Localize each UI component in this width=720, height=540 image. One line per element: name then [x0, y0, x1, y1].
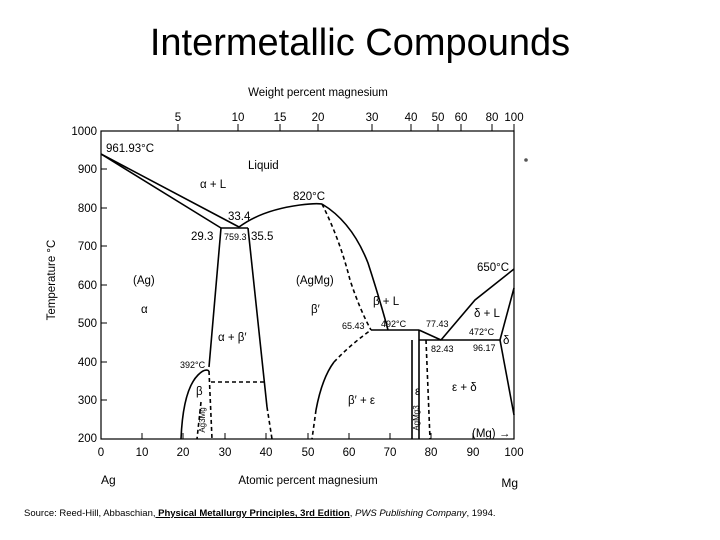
liquidus-delta: [418, 329, 442, 341]
label-beta-epsilon: β′ + ε: [348, 395, 375, 407]
label-mg-melting: 650°C: [477, 262, 509, 274]
left-axis-ticks: [101, 168, 107, 401]
label-eutectic2-temp: 472°C: [469, 327, 495, 337]
bottom-tick-label: 70: [384, 447, 397, 459]
label-eutectic2-right: 96.17: [473, 343, 496, 353]
label-eutectic1-left: 29.3: [191, 231, 213, 243]
top-tick-label: 10: [232, 112, 245, 124]
source-citation: Source: Reed-Hill, Abbaschian, Physical …: [24, 508, 496, 519]
label-peritectic-temp: 492°C: [381, 319, 407, 329]
label-beta-liquid: β + L: [373, 296, 400, 308]
left-tick-label: 400: [78, 357, 97, 369]
liquidus-agmg-left: [238, 202, 323, 228]
left-tick-label: 200: [78, 433, 97, 445]
label-agmg: (AgMg): [296, 275, 334, 287]
left-axis-label: Temperature °C: [46, 240, 58, 321]
label-eutectic2-left: 82.43: [431, 344, 454, 354]
liquidus-agmg-right: [321, 203, 389, 331]
label-peritectic-right: 77.43: [426, 319, 449, 329]
top-tick-label: 5: [175, 112, 181, 124]
solidus-mg: [499, 287, 515, 341]
top-tick-label: 40: [405, 112, 418, 124]
liquidus-mg: [440, 268, 515, 341]
bottom-tick-label: 10: [136, 447, 149, 459]
label-ag-melting: 961.93°C: [106, 143, 154, 155]
left-tick-label: 800: [78, 203, 97, 215]
ag3mg-dashed: [208, 370, 213, 440]
top-axis-label: Weight percent magnesium: [248, 87, 388, 99]
label-liquid: Liquid: [248, 160, 279, 172]
bottom-tick-label: 50: [302, 447, 315, 459]
bottom-tick-label: 0: [98, 447, 104, 459]
solvus-ag: [208, 227, 222, 368]
top-tick-label: 50: [432, 112, 445, 124]
label-agmg3: AgMg3: [412, 405, 421, 431]
label-ordering-temp: 392°C: [180, 360, 206, 370]
bottom-axis-ticks: [141, 433, 474, 439]
source-prefix: Source: Reed-Hill, Abbaschian,: [24, 508, 156, 519]
bottom-tick-label: 60: [343, 447, 356, 459]
solvus-mg: [499, 339, 515, 416]
liquidus-ag: [100, 153, 240, 228]
bottom-tick-label: 80: [425, 447, 438, 459]
label-agmg-max: 820°C: [293, 191, 325, 203]
label-epsilon: ε: [415, 386, 420, 398]
bottom-axis-label: Atomic percent magnesium: [238, 475, 377, 487]
label-peritectic-left: 65.43: [342, 321, 365, 331]
label-beta-prime: β′: [311, 304, 320, 316]
label-eutectic1-right: 35.5: [251, 231, 273, 243]
bottom-tick-label: 30: [219, 447, 232, 459]
agmg3-dashed: [425, 339, 431, 440]
agmg-lower-dashed: [266, 406, 273, 440]
label-beta: β: [196, 386, 203, 398]
top-tick-label: 15: [274, 112, 287, 124]
top-tick-label: 20: [312, 112, 325, 124]
end-label-mg: Mg: [501, 476, 518, 490]
label-eutectic1-comp: 33.4: [228, 211, 251, 223]
label-alpha-liquid: α + L: [200, 179, 227, 191]
ag3mg-dome: [180, 369, 210, 440]
left-tick-label: 700: [78, 241, 97, 253]
stray-dot: [524, 158, 528, 162]
label-eutectic1-temp: 759.3: [224, 232, 247, 242]
source-separator: ,: [349, 508, 356, 519]
bottom-tick-label: 20: [177, 447, 190, 459]
source-book-title: Physical Metallurgy Principles, 3rd Edit…: [155, 508, 350, 519]
solidus-ag: [100, 153, 222, 229]
top-tick-label: 100: [504, 112, 523, 124]
agmg-left-dashed: [321, 203, 372, 331]
solid-boundaries: [100, 153, 515, 440]
dashed-boundaries: [196, 203, 431, 440]
left-tick-label: 900: [78, 164, 97, 176]
label-delta-liquid: δ + L: [474, 308, 501, 320]
solvus-agmg: [247, 227, 268, 408]
label-mg-arrow: (Mg) →: [472, 428, 510, 440]
top-tick-label: 60: [455, 112, 468, 124]
left-tick-label: 300: [78, 395, 97, 407]
source-suffix: , 1994.: [466, 508, 496, 519]
source-publisher: PWS Publishing Company: [355, 508, 467, 519]
bottom-tick-label: 90: [467, 447, 480, 459]
top-tick-label: 30: [366, 112, 379, 124]
agmg-solvus-low: [315, 361, 335, 411]
agmg-low-dashed: [311, 409, 317, 440]
label-alpha: α: [141, 304, 148, 316]
label-alpha-beta: α + β′: [218, 332, 247, 344]
top-axis-ticks: [177, 124, 515, 131]
label-ag: (Ag): [133, 275, 155, 287]
left-tick-label: 1000: [71, 126, 97, 138]
label-epsilon-delta: ε + δ: [452, 382, 477, 394]
top-tick-label: 80: [486, 112, 499, 124]
left-tick-label: 500: [78, 318, 97, 330]
label-delta: δ: [503, 335, 509, 347]
bottom-tick-label: 40: [260, 447, 273, 459]
left-tick-label: 600: [78, 280, 97, 292]
bottom-tick-label: 100: [504, 447, 523, 459]
label-ag3mg: Ag3Mg: [198, 407, 207, 432]
slide-title: Intermetallic Compounds: [149, 22, 571, 64]
end-label-ag: Ag: [101, 473, 116, 487]
alpha-lower-dashed: [196, 401, 202, 440]
agmg-mid-dashed: [333, 329, 372, 363]
